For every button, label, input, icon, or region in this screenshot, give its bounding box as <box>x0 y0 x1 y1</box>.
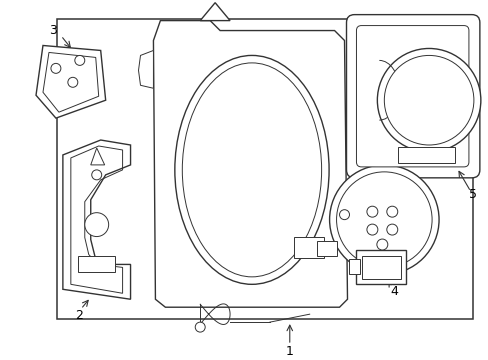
FancyBboxPatch shape <box>293 237 323 258</box>
FancyBboxPatch shape <box>346 15 479 178</box>
Bar <box>57 19 472 319</box>
FancyBboxPatch shape <box>78 256 114 273</box>
Circle shape <box>51 63 61 73</box>
FancyBboxPatch shape <box>356 251 406 284</box>
Circle shape <box>339 210 349 220</box>
Circle shape <box>366 206 377 217</box>
Circle shape <box>68 77 78 87</box>
Circle shape <box>75 55 84 66</box>
FancyBboxPatch shape <box>348 259 359 274</box>
Text: 5: 5 <box>468 188 476 201</box>
Circle shape <box>195 322 205 332</box>
Polygon shape <box>63 140 130 299</box>
Polygon shape <box>36 45 105 118</box>
Text: 4: 4 <box>389 285 397 298</box>
Text: 6: 6 <box>412 241 420 254</box>
Circle shape <box>336 172 431 267</box>
Polygon shape <box>200 3 229 21</box>
Ellipse shape <box>175 55 328 284</box>
FancyBboxPatch shape <box>356 26 468 167</box>
Circle shape <box>377 49 480 152</box>
Circle shape <box>84 213 108 237</box>
Circle shape <box>376 239 387 250</box>
Circle shape <box>329 165 438 274</box>
Ellipse shape <box>182 63 321 277</box>
FancyBboxPatch shape <box>397 147 454 163</box>
Text: 1: 1 <box>285 345 293 357</box>
Circle shape <box>386 206 397 217</box>
Circle shape <box>384 55 473 145</box>
Polygon shape <box>91 148 104 165</box>
Circle shape <box>92 170 102 180</box>
Text: 3: 3 <box>49 24 57 37</box>
Polygon shape <box>153 21 347 307</box>
Text: 2: 2 <box>75 309 82 322</box>
Circle shape <box>386 224 397 235</box>
Polygon shape <box>138 50 153 88</box>
Circle shape <box>366 224 377 235</box>
FancyBboxPatch shape <box>316 240 336 256</box>
